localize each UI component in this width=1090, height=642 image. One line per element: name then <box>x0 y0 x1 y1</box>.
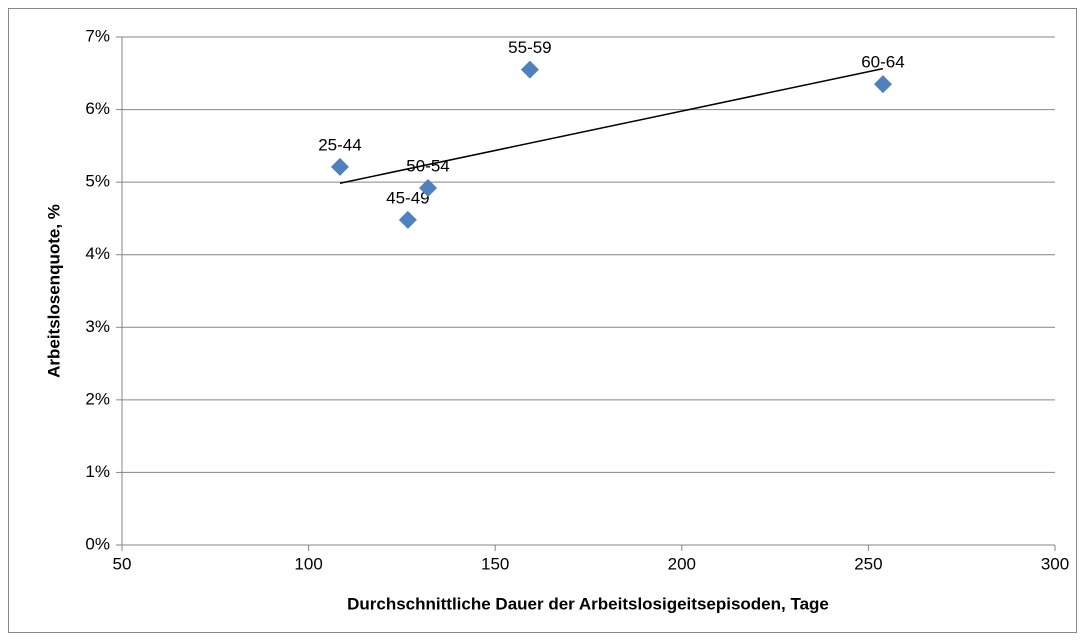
point <box>873 75 892 94</box>
point <box>419 178 438 197</box>
point-label: 45-49 <box>386 188 429 207</box>
x-tick-label: 250 <box>854 554 882 573</box>
point-label: 25-44 <box>318 135 361 154</box>
y-tick-label: 7% <box>85 26 110 45</box>
y-tick-label: 2% <box>85 389 110 408</box>
point-label: 55-59 <box>508 38 551 57</box>
x-tick-label: 150 <box>481 554 509 573</box>
trendline <box>339 67 884 184</box>
y-tick-label: 3% <box>85 317 110 336</box>
y-axis-title: Arbeitslosenquote, % <box>44 204 63 378</box>
y-tick-label: 4% <box>85 244 110 263</box>
x-tick-label: 300 <box>1041 554 1069 573</box>
point <box>398 210 417 229</box>
y-tick-label: 0% <box>85 534 110 553</box>
point <box>520 60 539 79</box>
x-tick-label: 100 <box>294 554 322 573</box>
point-label: 50-54 <box>406 156 449 175</box>
y-tick-label: 1% <box>85 462 110 481</box>
chart-border <box>8 8 1077 633</box>
y-tick-label: 5% <box>85 172 110 191</box>
x-tick-label: 200 <box>668 554 696 573</box>
point <box>330 157 349 176</box>
y-tick-label: 6% <box>85 99 110 118</box>
point-label: 60-64 <box>861 53 904 72</box>
x-tick-label: 50 <box>113 554 132 573</box>
x-axis-title: Durchschnittliche Dauer der Arbeitslosig… <box>347 594 829 613</box>
